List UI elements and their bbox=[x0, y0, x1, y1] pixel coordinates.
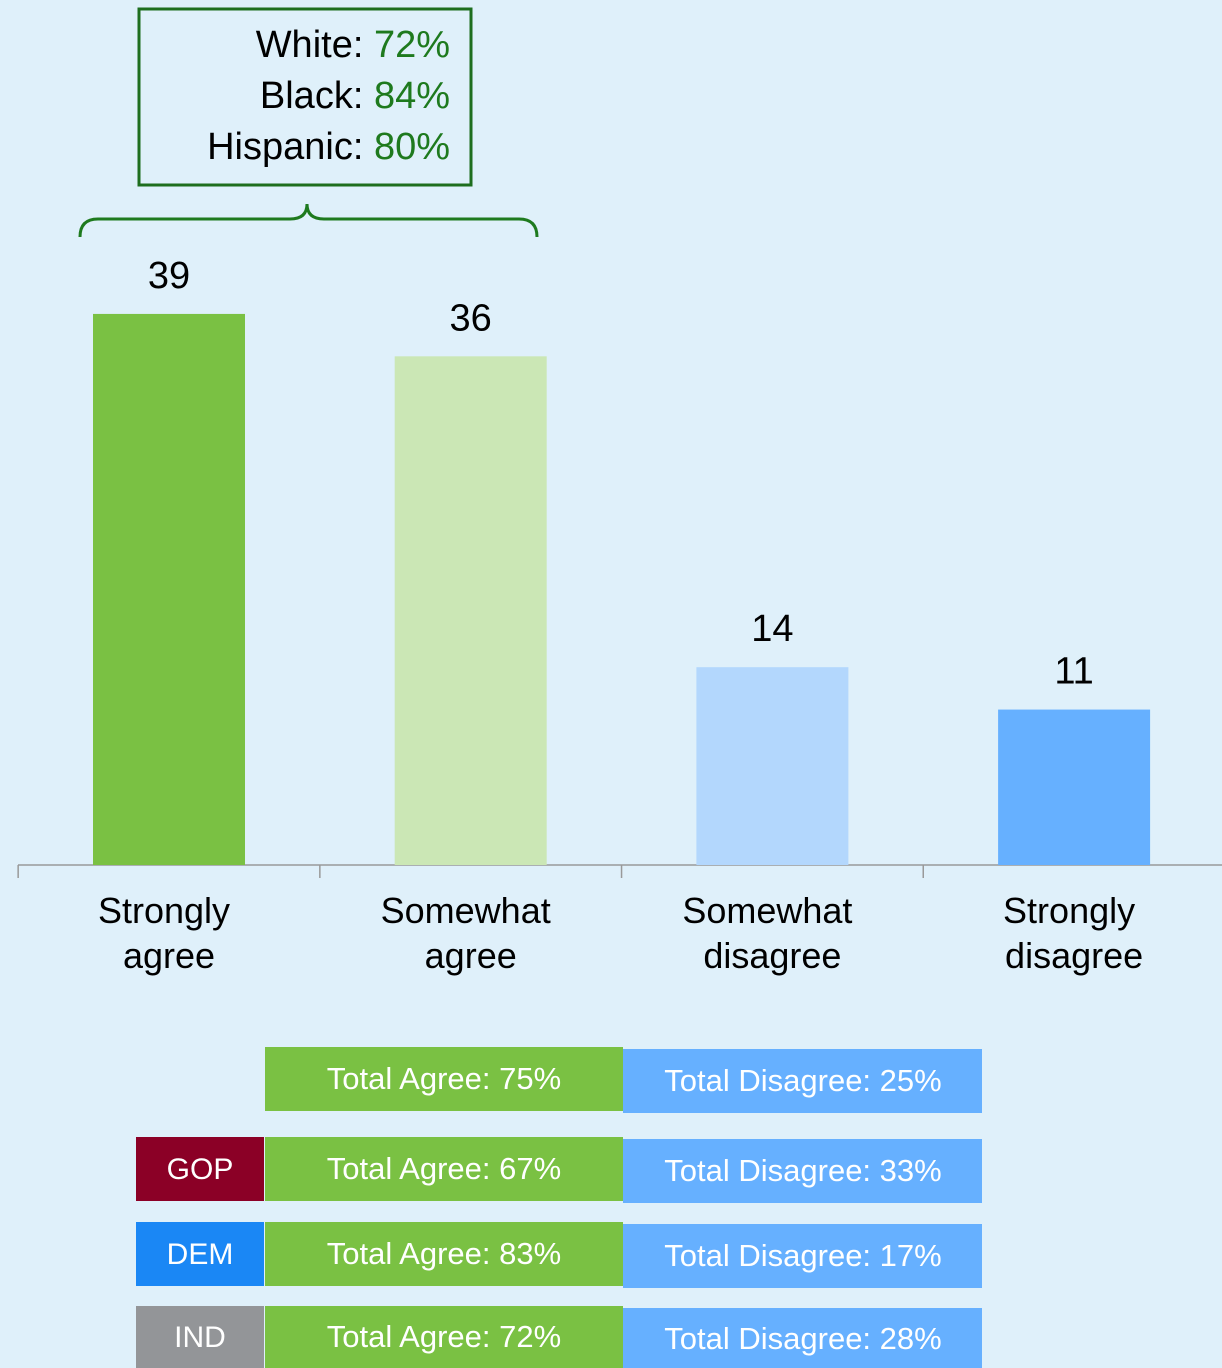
callout-value: 84% bbox=[374, 75, 450, 117]
x-tick-label-line: Strongly bbox=[98, 890, 240, 931]
callout-label: White: bbox=[256, 24, 374, 66]
party-cell bbox=[136, 1137, 264, 1201]
x-tick-label-line: Somewhat bbox=[381, 890, 561, 931]
party-label: DEM bbox=[167, 1238, 234, 1271]
data-label: 39 bbox=[148, 255, 190, 297]
disagree-label: Total Disagree: 25% bbox=[664, 1063, 941, 1098]
agree-label: Total Agree: 83% bbox=[327, 1236, 561, 1271]
disagree-label: Total Disagree: 33% bbox=[664, 1153, 941, 1188]
disagree-label: Total Disagree: 17% bbox=[664, 1238, 941, 1273]
bar bbox=[394, 356, 547, 865]
x-tick-label: Somewhat disagree bbox=[682, 890, 862, 976]
agree-label: Total Agree: 75% bbox=[327, 1061, 561, 1096]
disagree-cell bbox=[623, 1308, 982, 1368]
callout-value: 72% bbox=[374, 24, 450, 66]
agree-cell bbox=[265, 1137, 623, 1201]
disagree-cell bbox=[623, 1224, 982, 1288]
callout-line: White: 72% bbox=[256, 24, 450, 66]
callout-line: Black: 84% bbox=[260, 75, 450, 117]
callout-value: 80% bbox=[374, 126, 450, 168]
agree-label: Total Agree: 72% bbox=[327, 1319, 561, 1354]
party-cell bbox=[136, 1306, 264, 1368]
party-label: IND bbox=[174, 1321, 226, 1354]
callout-label: Hispanic: bbox=[207, 126, 374, 168]
disagree-cell bbox=[623, 1139, 982, 1203]
disagree-label: Total Disagree: 28% bbox=[664, 1321, 941, 1356]
agree-label: Total Agree: 67% bbox=[327, 1151, 561, 1186]
bar bbox=[93, 313, 245, 865]
bar bbox=[696, 667, 849, 865]
party-cell bbox=[136, 1222, 264, 1286]
brace bbox=[78, 203, 539, 238]
disagree-cell bbox=[623, 1049, 982, 1113]
agree-cell bbox=[265, 1047, 623, 1111]
x-tick-label-line: disagree bbox=[1005, 935, 1143, 976]
callout-box bbox=[137, 7, 473, 187]
x-tick-label-line: agree bbox=[123, 935, 215, 976]
agree-cell bbox=[265, 1222, 623, 1286]
x-tick-label: Strongly agree bbox=[98, 890, 240, 976]
data-label: 14 bbox=[751, 608, 793, 650]
x-tick-label: Strongly disagree bbox=[1003, 890, 1145, 976]
x-tick-label-line: Somewhat bbox=[682, 890, 862, 931]
data-label: 36 bbox=[450, 297, 492, 339]
callout-line: Hispanic: 80% bbox=[207, 126, 450, 168]
party-label: GOP bbox=[167, 1153, 234, 1186]
callout-label: Black: bbox=[260, 75, 374, 117]
x-tick-label-line: agree bbox=[425, 935, 517, 976]
data-label: 11 bbox=[1054, 651, 1093, 693]
x-tick-label-line: Strongly bbox=[1003, 890, 1145, 931]
agree-cell bbox=[265, 1306, 623, 1368]
bar bbox=[998, 709, 1151, 865]
x-tick-label: Somewhat agree bbox=[381, 890, 561, 976]
x-tick-label-line: disagree bbox=[703, 935, 841, 976]
